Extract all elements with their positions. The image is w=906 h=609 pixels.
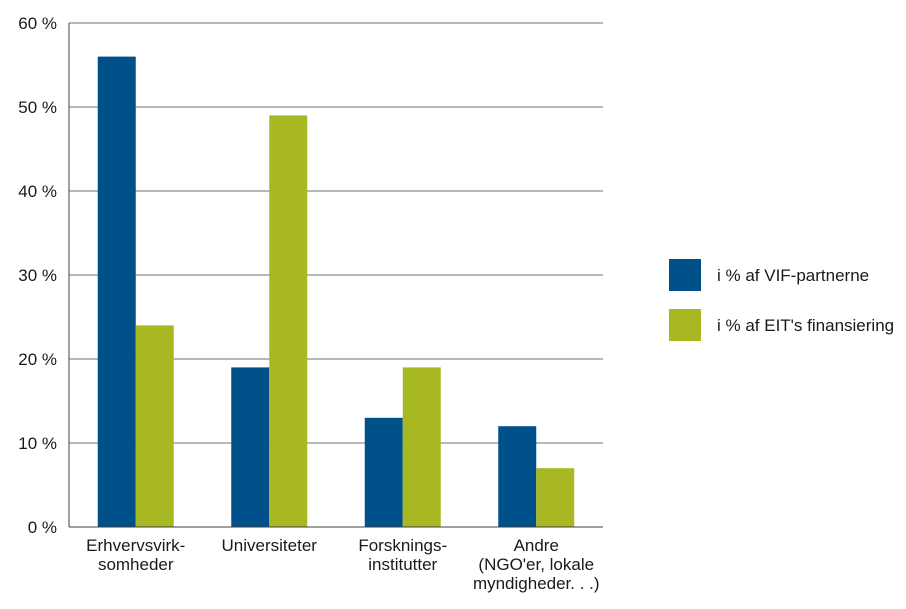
legend-swatch [669,309,701,341]
category-label-line: (NGO'er, lokale [478,555,594,574]
y-tick-label: 40 % [18,182,57,201]
legend: i % af VIF-partnerne i % af EIT's finansi… [669,259,894,341]
category-label: Andre (NGO'er, lokale myndigheder. . .) [473,536,600,593]
bar-vif-partners [498,426,537,527]
y-tick-label: 10 % [18,434,57,453]
y-tick-label: 60 % [18,14,57,33]
category-label: Forsknings-institutter [358,536,447,574]
legend-swatch [669,259,701,291]
legend-label: i % af EIT's finansiering [717,316,894,335]
axes [68,23,603,528]
y-tick-label: 50 % [18,98,57,117]
category-label: Erhvervsvirk-somheder [86,536,185,574]
y-tick-labels: 0 % 10 % 20 % 30 % 40 % 50 % 60 % [18,14,57,537]
category-label: Universiteter [222,536,318,555]
category-label-line: Erhvervsvirk- [86,536,185,555]
bars [97,56,575,528]
category-label-line: Universiteter [222,536,318,555]
y-tick-label: 30 % [18,266,57,285]
y-tick-label: 0 % [28,518,57,537]
category-label-line: institutter [368,555,437,574]
category-label-line: Andre [514,536,559,555]
bar-eit-funding [536,468,575,527]
legend-label: i % af VIF-partnerne [717,266,869,285]
bar-eit-funding [135,325,174,527]
bar-vif-partners [97,56,136,527]
bar-vif-partners [231,367,270,527]
bar-eit-funding [402,367,441,527]
category-label-line: myndigheder. . .) [473,574,600,593]
category-label-line: somheder [98,555,174,574]
bar-vif-partners [364,417,403,527]
category-label-line: Forsknings- [358,536,447,555]
category-labels: Erhvervsvirk-somheder Universiteter Forskn… [86,536,599,593]
bar-eit-funding [269,115,308,528]
y-tick-label: 20 % [18,350,57,369]
